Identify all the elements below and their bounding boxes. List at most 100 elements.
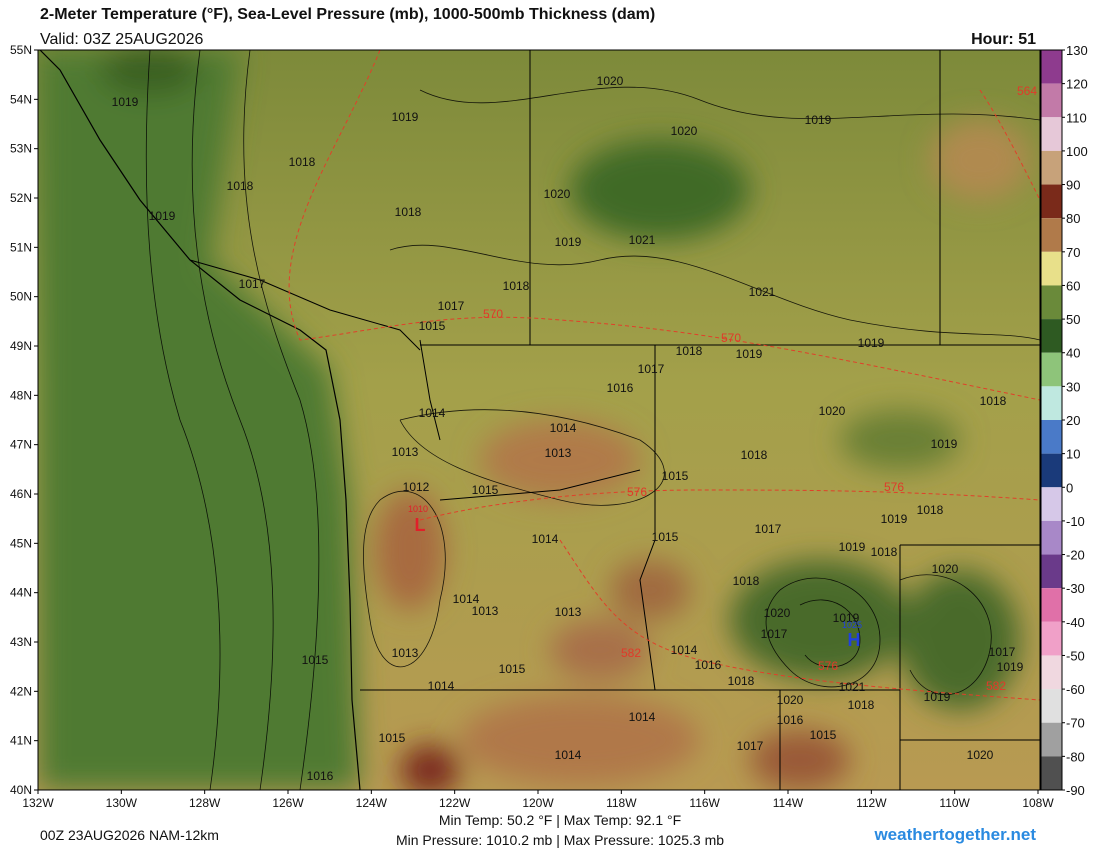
- colorbar: 1301201101009080706050403020100-10-20-30…: [1040, 43, 1088, 798]
- isobar-label: 1020: [671, 124, 698, 138]
- isobar-label: 1019: [997, 660, 1024, 674]
- borders: [360, 50, 1040, 790]
- map-field: 1019 1019 1018 1018 1019 1018 1020 1020 1019 1020…: [38, 50, 1040, 790]
- colorbar-label: -20: [1066, 548, 1085, 563]
- temperature-shading: [38, 50, 1030, 790]
- isobar-label: 1018: [741, 448, 768, 462]
- colorbar-frame: [1040, 49, 1063, 791]
- isobar-label: 1019: [112, 95, 139, 109]
- coastline: [39, 50, 361, 790]
- isobar-label: 1015: [499, 662, 526, 676]
- lon-label: 108W: [1022, 796, 1054, 810]
- colorbar-swatch: [1041, 621, 1062, 656]
- isobar-label: 1014: [550, 421, 577, 435]
- isobar-label: 1017: [638, 362, 665, 376]
- isobar-label: 1014: [671, 643, 698, 657]
- thickness-lines: [288, 50, 1040, 701]
- lat-label: 43N: [10, 635, 32, 649]
- isobar-label: 1020: [777, 693, 804, 707]
- colorbar-swatch: [1041, 50, 1062, 84]
- colorbar-label: 10: [1066, 447, 1080, 462]
- isobar-label: 1015: [302, 653, 329, 667]
- title: 2-Meter Temperature (°F), Sea-Level Pres…: [40, 6, 655, 23]
- isobar-label: 1019: [805, 113, 832, 127]
- isobar-label: 1019: [931, 437, 958, 451]
- isobar-label: 1017: [239, 277, 266, 291]
- isobar-label: 1019: [924, 690, 951, 704]
- colorbar-swatch: [1041, 251, 1062, 286]
- isobar-label: 1017: [761, 627, 788, 641]
- isobar-label: 1020: [819, 404, 846, 418]
- thickness-label: 582: [621, 646, 641, 660]
- isobar-label: 1017: [737, 739, 764, 753]
- low-center: L: [415, 515, 426, 535]
- thickness-label: 576: [627, 485, 647, 499]
- lat-label: 46N: [10, 487, 32, 501]
- map-frame: [37, 49, 1041, 791]
- lon-label: 124W: [356, 796, 388, 810]
- isobar-label: 1018: [871, 545, 898, 559]
- isobar-label: 1020: [932, 562, 959, 576]
- lon-label: 122W: [439, 796, 471, 810]
- isobar-label: 1013: [392, 445, 419, 459]
- lat-label: 45N: [10, 536, 32, 550]
- isobar-label: 1019: [833, 611, 860, 625]
- isobar-label: 1019: [736, 347, 763, 361]
- isobar-label: 1020: [764, 606, 791, 620]
- low-value: 1010: [408, 504, 428, 514]
- isobar-label: 1018: [733, 574, 760, 588]
- colorbar-label: 40: [1066, 346, 1080, 361]
- site-link[interactable]: weathertogether.net: [873, 825, 1036, 844]
- isobar-label: 1015: [652, 530, 679, 544]
- map: 1019 1019 1018 1018 1019 1018 1020 1020 1019 1020…: [37, 49, 1041, 791]
- pressure-range: Min Pressure: 1010.2 mb | Max Pressure: …: [396, 832, 724, 848]
- thickness-label: 576: [884, 480, 904, 494]
- isobar-label: 1018: [728, 674, 755, 688]
- lat-label: 51N: [10, 240, 32, 254]
- thickness-label: 570: [721, 331, 741, 345]
- lat-label: 47N: [10, 438, 32, 452]
- lat-label: 50N: [10, 290, 32, 304]
- isobar-label: 1014: [532, 532, 559, 546]
- lat-label: 42N: [10, 684, 32, 698]
- high-center: H: [848, 630, 861, 650]
- colorbar-label: -60: [1066, 682, 1085, 697]
- axes: 55N 54N 53N 52N 51N 50N 49N 48N 47N 46N 45N 44N 43N 4…: [10, 43, 1054, 810]
- isobar-label: 1018: [848, 698, 875, 712]
- isobar-label: 1014: [419, 406, 446, 420]
- colorbar-label: -80: [1066, 749, 1085, 764]
- isobar-label: 1016: [695, 658, 722, 672]
- model-run: 00Z 23AUG2026 NAM-12km: [40, 827, 219, 843]
- isobar-label: 1018: [676, 344, 703, 358]
- isobar-label: 1015: [419, 319, 446, 333]
- isobar-label: 1015: [810, 728, 837, 742]
- isobar-label: 1020: [544, 187, 571, 201]
- isobar-label: 1021: [749, 285, 776, 299]
- colorbar-label: 30: [1066, 379, 1080, 394]
- thickness-label: 576: [818, 659, 838, 673]
- isobar-label: 1016: [777, 713, 804, 727]
- colorbar-label: 120: [1066, 77, 1088, 92]
- colorbar-swatch: [1041, 352, 1062, 387]
- colorbar-label: 70: [1066, 245, 1080, 260]
- lon-label: 114W: [773, 796, 804, 810]
- colorbar-label: 80: [1066, 211, 1080, 226]
- isobar-label: 1019: [858, 336, 885, 350]
- thickness-label: 582: [986, 679, 1006, 693]
- colorbar-swatch: [1041, 319, 1062, 353]
- isobar-label: 1015: [662, 469, 689, 483]
- isobar-label: 1018: [503, 279, 530, 293]
- lon-label: 128W: [189, 796, 221, 810]
- lat-label: 55N: [10, 43, 32, 57]
- isobar-label: 1020: [967, 748, 994, 762]
- isobar-label: 1018: [917, 503, 944, 517]
- isobar-label: 1013: [472, 604, 499, 618]
- colorbar-swatch: [1041, 83, 1062, 118]
- colorbar-swatch: [1041, 218, 1062, 252]
- colorbar-label: -90: [1066, 783, 1085, 798]
- lat-label: 53N: [10, 142, 32, 156]
- lon-label: 112W: [856, 796, 887, 810]
- isobar-label: 1019: [839, 540, 866, 554]
- isobar-label: 1014: [629, 710, 656, 724]
